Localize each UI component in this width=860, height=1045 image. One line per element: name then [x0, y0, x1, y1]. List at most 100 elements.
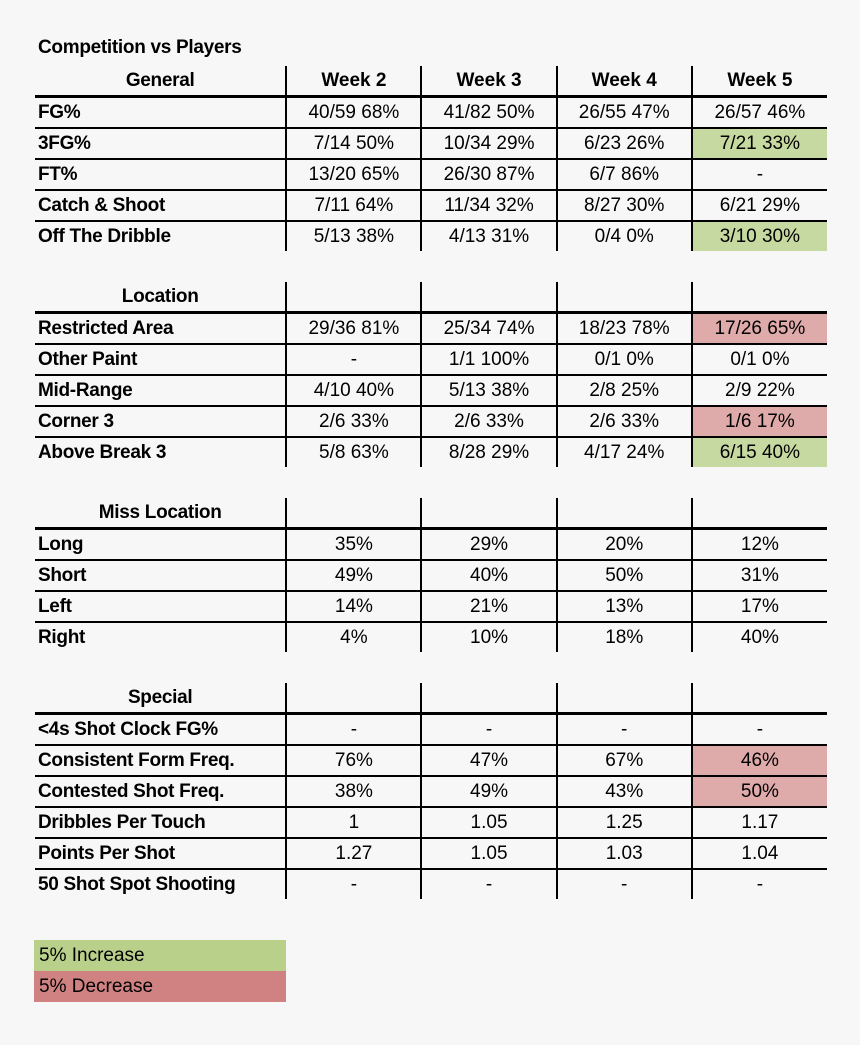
value-cell: 5/13 38% [420, 375, 557, 407]
value-cell: 40% [690, 622, 827, 652]
value-cell: 1/1 100% [420, 344, 557, 376]
section-header: Location [35, 282, 287, 314]
value-cell: 11/34 32% [420, 190, 557, 222]
value-cell: 1.17 [690, 807, 827, 839]
spacer-cell [557, 652, 692, 683]
value-cell: 41/82 50% [420, 96, 557, 129]
row-label: Above Break 3 [38, 441, 167, 463]
value-cell: 18% [555, 622, 692, 652]
value-cell: 0/1 0% [555, 344, 692, 376]
value-cell: 18/23 78% [555, 312, 692, 345]
value-cell: 6/21 29% [690, 190, 827, 222]
value-cell: 1.05 [420, 838, 557, 870]
value-cell: 3/10 30% [690, 221, 827, 251]
table-row: Right 4% 10% 18% 40% [35, 622, 827, 652]
row-label: Consistent Form Freq. [35, 745, 287, 777]
table-row: Catch & Shoot 7/11 64% 11/34 32% 8/27 30% 6/… [35, 190, 827, 222]
column-header-blank [420, 683, 557, 715]
value-cell: 7/11 64% [285, 190, 422, 222]
row-label: Restricted Area [35, 312, 287, 345]
value-cell: 6/7 86% [555, 159, 692, 191]
value-cell: 47% [420, 745, 557, 777]
value-cell: 40/59 68% [285, 96, 422, 129]
value-cell: 13/20 65% [285, 159, 422, 191]
column-header-blank [285, 683, 422, 715]
row-label: Dribbles Per Touch [35, 807, 287, 839]
page-title: Competition vs Players [38, 37, 242, 58]
value-cell: 13% [555, 591, 692, 623]
value-cell: - [285, 344, 422, 376]
value-cell: - [555, 713, 692, 746]
value-cell: 49% [285, 560, 422, 592]
table-row: FG% 40/59 68% 41/82 50% 26/55 47% 26/57 46% [35, 96, 827, 129]
spacer-cell [286, 467, 421, 498]
value-cell: 17% [690, 591, 827, 623]
value-cell: 43% [555, 776, 692, 808]
table-row: Contested Shot Freq. 38% 49% 43% 50% [35, 776, 827, 808]
column-header-blank [690, 683, 827, 715]
row-label: 50 Shot Spot Shooting [38, 873, 236, 895]
column-header-blank [690, 498, 827, 530]
row-label: FT% [35, 159, 287, 191]
section-spacer [35, 251, 827, 282]
value-cell: 50% [555, 560, 692, 592]
value-cell: 29% [420, 528, 557, 561]
spacer-cell [35, 251, 286, 282]
table-row: Left 14% 21% 13% 17% [35, 591, 827, 623]
table-row: Long 35% 29% 20% 12% [35, 528, 827, 561]
spacer-cell [692, 467, 827, 498]
column-header: Week 3 [420, 66, 557, 98]
value-cell: 76% [285, 745, 422, 777]
table-row: Short 49% 40% 50% 31% [35, 560, 827, 592]
column-header-blank [555, 683, 692, 715]
section-header: Special [35, 683, 287, 715]
row-label: Left [35, 591, 287, 623]
value-cell: 1.04 [690, 838, 827, 870]
value-cell: 21% [420, 591, 557, 623]
value-cell: 4/17 24% [555, 437, 692, 467]
column-header: Week 4 [555, 66, 692, 98]
value-cell: 1.05 [420, 807, 557, 839]
value-cell: 7/21 33% [690, 128, 827, 160]
section-header-row: Miss Location [35, 498, 827, 530]
value-cell: 1/6 17% [690, 406, 827, 438]
value-cell: 8/28 29% [420, 437, 557, 467]
value-cell: 17/26 65% [690, 312, 827, 345]
row-label: Contested Shot Freq. [35, 776, 287, 808]
value-cell: 67% [555, 745, 692, 777]
row-label: Other Paint [35, 344, 287, 376]
spacer-cell [421, 652, 556, 683]
spacer-cell [286, 251, 421, 282]
value-cell: - [555, 869, 692, 899]
legend: 5% Increase 5% Decrease [34, 940, 286, 1002]
spacer-cell [421, 467, 556, 498]
row-label: Points Per Shot [35, 838, 287, 870]
value-cell: 6/23 26% [555, 128, 692, 160]
spacer-cell [692, 652, 827, 683]
value-cell: 20% [555, 528, 692, 561]
value-cell: - [420, 713, 557, 746]
value-cell: 2/9 22% [690, 375, 827, 407]
spacer-cell [557, 467, 692, 498]
section-header-row: Special [35, 683, 827, 715]
column-header: Week 2 [285, 66, 422, 98]
legend-decrease: 5% Decrease [34, 971, 286, 1002]
column-header-blank [420, 498, 557, 530]
spacer-cell [35, 467, 286, 498]
value-cell: 2/6 33% [420, 406, 557, 438]
column-header-blank [285, 498, 422, 530]
stats-table: General Week 2 Week 3 Week 4 Week 5 FG% 40/59 … [35, 66, 827, 899]
value-cell: 8/27 30% [555, 190, 692, 222]
spacer-cell [286, 652, 421, 683]
value-cell: 25/34 74% [420, 312, 557, 345]
value-cell: - [285, 869, 422, 899]
value-cell: 4/10 40% [285, 375, 422, 407]
column-header-blank [285, 282, 422, 314]
table-row: Corner 3 2/6 33% 2/6 33% 2/6 33% 1/6 17% [35, 406, 827, 438]
value-cell: 31% [690, 560, 827, 592]
column-header-blank [420, 282, 557, 314]
row-label: 3FG% [35, 128, 287, 160]
row-label: Off The Dribble [38, 225, 171, 247]
section-spacer [35, 467, 827, 498]
value-cell: 2/8 25% [555, 375, 692, 407]
